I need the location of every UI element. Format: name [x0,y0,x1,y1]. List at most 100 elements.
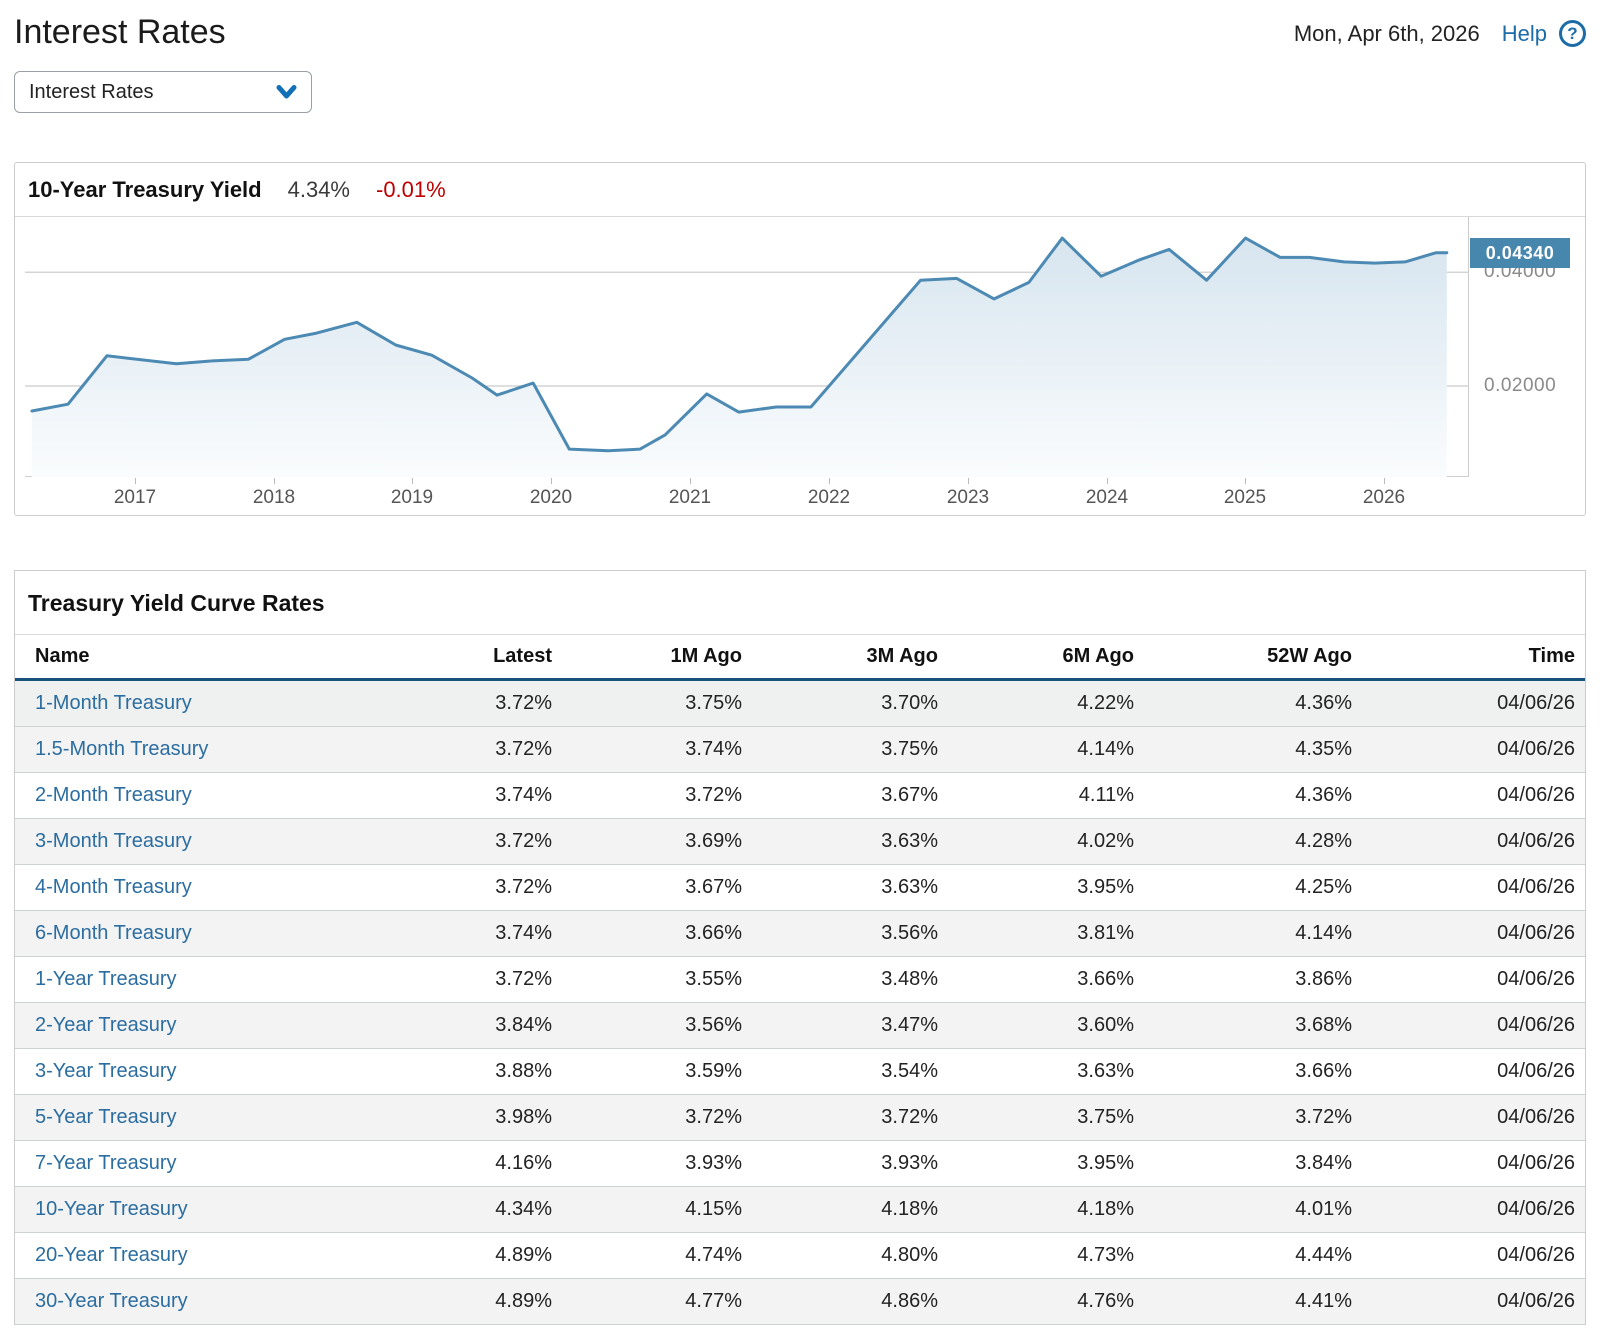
rate-cell: 3.86% [1144,956,1362,1004]
rate-cell: 3.88% [375,1048,562,1096]
rate-cell: 3.93% [752,1140,948,1188]
x-axis-label: 2026 [1362,487,1406,509]
rate-cell: 4.22% [948,679,1144,728]
rate-cell: 3.68% [1144,1002,1362,1050]
x-axis-tick [1384,478,1385,485]
rate-cell: 3.81% [948,910,1144,958]
rate-cell: 4.01% [1144,1186,1362,1234]
rate-cell: 4.34% [375,1186,562,1234]
x-axis-label: 2021 [668,487,712,509]
rate-cell: 3.48% [752,956,948,1004]
page-title: Interest Rates [14,13,226,51]
table-row: 20-Year Treasury 4.89% 4.74% 4.80% 4.73% 4.44… [15,1232,1585,1280]
x-axis-tick [829,478,830,485]
rate-cell: 3.55% [562,956,752,1004]
help-question-icon[interactable]: ? [1559,20,1586,47]
help-link[interactable]: Help [1501,20,1547,46]
yield-line [30,237,1449,453]
treasury-security-link[interactable]: 1-Month Treasury [35,692,192,715]
rate-cell: 3.54% [752,1048,948,1096]
rate-cell: 3.74% [562,726,752,774]
chart-plot-area [25,217,1469,478]
chart-change-value: -0.01% [376,176,446,202]
rate-cell: 3.66% [948,956,1144,1004]
treasury-security-link[interactable]: 5-Year Treasury [35,1106,177,1129]
x-axis-tick [968,478,969,485]
treasury-security-link[interactable]: 1.5-Month Treasury [35,738,209,761]
table-row: 1.5-Month Treasury 3.72% 3.74% 3.75% 4.14% 4.… [15,726,1585,774]
rate-cell: 3.75% [562,679,752,728]
treasury-security-link[interactable]: 1-Year Treasury [35,968,177,991]
rate-cell: 4.89% [375,1232,562,1280]
column-header-name: Name [15,635,375,682]
rate-cell: 3.63% [948,1048,1144,1096]
rate-cell: 3.98% [375,1094,562,1142]
rates-category-dropdown[interactable]: Interest Rates [14,71,312,114]
x-axis-tick [551,478,552,485]
column-header-52w-ago: 52W Ago [1144,635,1362,682]
treasury-security-link[interactable]: 10-Year Treasury [35,1198,188,1221]
rate-cell: 3.66% [1144,1048,1362,1096]
table-row: 6-Month Treasury 3.74% 3.66% 3.56% 3.81% 4.14… [15,910,1585,958]
treasury-security-link[interactable]: 20-Year Treasury [35,1244,188,1267]
treasury-security-link[interactable]: 7-Year Treasury [35,1152,177,1175]
x-axis-label: 2022 [807,487,851,509]
time-cell: 04/06/26 [1362,864,1585,912]
rate-cell: 3.72% [375,818,562,866]
rate-cell: 3.95% [948,1140,1144,1188]
topbar-right: Mon, Apr 6th, 2026 Help ? [1294,20,1586,47]
time-cell: 04/06/26 [1362,1278,1585,1326]
rate-cell: 4.36% [1144,772,1362,820]
time-cell: 04/06/26 [1362,910,1585,958]
rate-cell: 4.16% [375,1140,562,1188]
treasury-security-link[interactable]: 3-Year Treasury [35,1060,177,1083]
time-cell: 04/06/26 [1362,772,1585,820]
treasury-security-link[interactable]: 30-Year Treasury [35,1290,188,1313]
x-axis-label: 2017 [113,487,157,509]
rate-cell: 4.18% [948,1186,1144,1234]
rate-cell: 3.67% [752,772,948,820]
rate-cell: 4.36% [1144,679,1362,728]
time-cell: 04/06/26 [1362,1048,1585,1096]
rate-cell: 3.75% [752,726,948,774]
rate-cell: 3.72% [375,726,562,774]
table-row: 10-Year Treasury 4.34% 4.15% 4.18% 4.18% 4.01… [15,1186,1585,1234]
rate-cell: 3.70% [752,679,948,728]
x-axis-tick [135,478,136,485]
treasury-security-link[interactable]: 6-Month Treasury [35,922,192,945]
rate-cell: 3.84% [375,1002,562,1050]
x-axis-tick [274,478,275,485]
rate-cell: 4.11% [948,772,1144,820]
rate-cell: 3.66% [562,910,752,958]
rate-cell: 3.56% [752,910,948,958]
table-row: 4-Month Treasury 3.72% 3.67% 3.63% 3.95% 4.25… [15,864,1585,912]
treasury-security-link[interactable]: 3-Month Treasury [35,830,192,853]
table-row: 2-Year Treasury 3.84% 3.56% 3.47% 3.60% 3.68%… [15,1002,1585,1050]
treasury-security-link[interactable]: 2-Year Treasury [35,1014,177,1037]
rate-cell: 3.63% [752,864,948,912]
last-price-badge: 0.04340 [1470,238,1570,269]
x-axis-tick [1245,478,1246,485]
rate-cell: 3.74% [375,772,562,820]
column-header-3m-ago: 3M Ago [752,635,948,682]
time-cell: 04/06/26 [1362,1094,1585,1142]
x-axis-label: 2023 [946,487,990,509]
treasury-security-link[interactable]: 2-Month Treasury [35,784,192,807]
column-header-latest: Latest [375,635,562,682]
chart-header: 10-Year Treasury Yield 4.34% -0.01% [15,163,1585,218]
table-row: 2-Month Treasury 3.74% 3.72% 3.67% 4.11% 4.36… [15,772,1585,820]
treasury-security-link[interactable]: 4-Month Treasury [35,876,192,899]
rate-cell: 3.72% [562,772,752,820]
chevron-down-icon [276,85,297,99]
rate-cell: 4.02% [948,818,1144,866]
rate-cell: 3.56% [562,1002,752,1050]
table-row: 1-Month Treasury 3.72% 3.75% 3.70% 4.22% 4.36… [15,679,1585,728]
x-axis-label: 2019 [390,487,434,509]
rate-cell: 3.72% [375,956,562,1004]
rate-cell: 4.28% [1144,818,1362,866]
rate-cell: 4.74% [562,1232,752,1280]
column-header-1m-ago: 1M Ago [562,635,752,682]
rate-cell: 4.25% [1144,864,1362,912]
time-cell: 04/06/26 [1362,1186,1585,1234]
